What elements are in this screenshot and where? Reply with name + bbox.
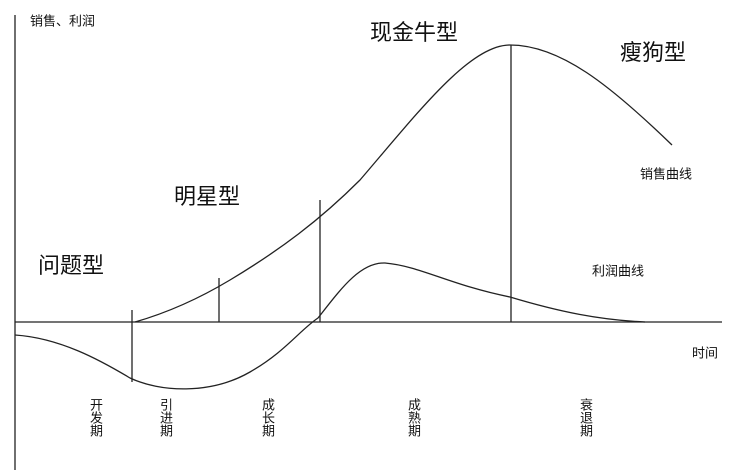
- stage-label: 引进期: [157, 398, 172, 437]
- curve-label: 销售曲线: [640, 167, 692, 183]
- quadrant-label: 问题型: [38, 254, 104, 279]
- stage-label: 开发期: [87, 398, 102, 437]
- quadrant-label: 现金牛型: [370, 21, 458, 46]
- profit-curve: [14, 262, 646, 390]
- stage-label: 衰退期: [577, 398, 592, 437]
- stage-label: 成熟期: [405, 398, 420, 437]
- y-axis-label: 销售、利润: [30, 14, 95, 30]
- sales-curve: [134, 44, 673, 323]
- quadrant-label: 明星型: [174, 185, 240, 210]
- x-axis-label: 时间: [692, 347, 718, 362]
- quadrant-label: 瘦狗型: [620, 41, 686, 66]
- curve-label: 利润曲线: [592, 265, 644, 280]
- stage-label: 成长期: [259, 398, 274, 437]
